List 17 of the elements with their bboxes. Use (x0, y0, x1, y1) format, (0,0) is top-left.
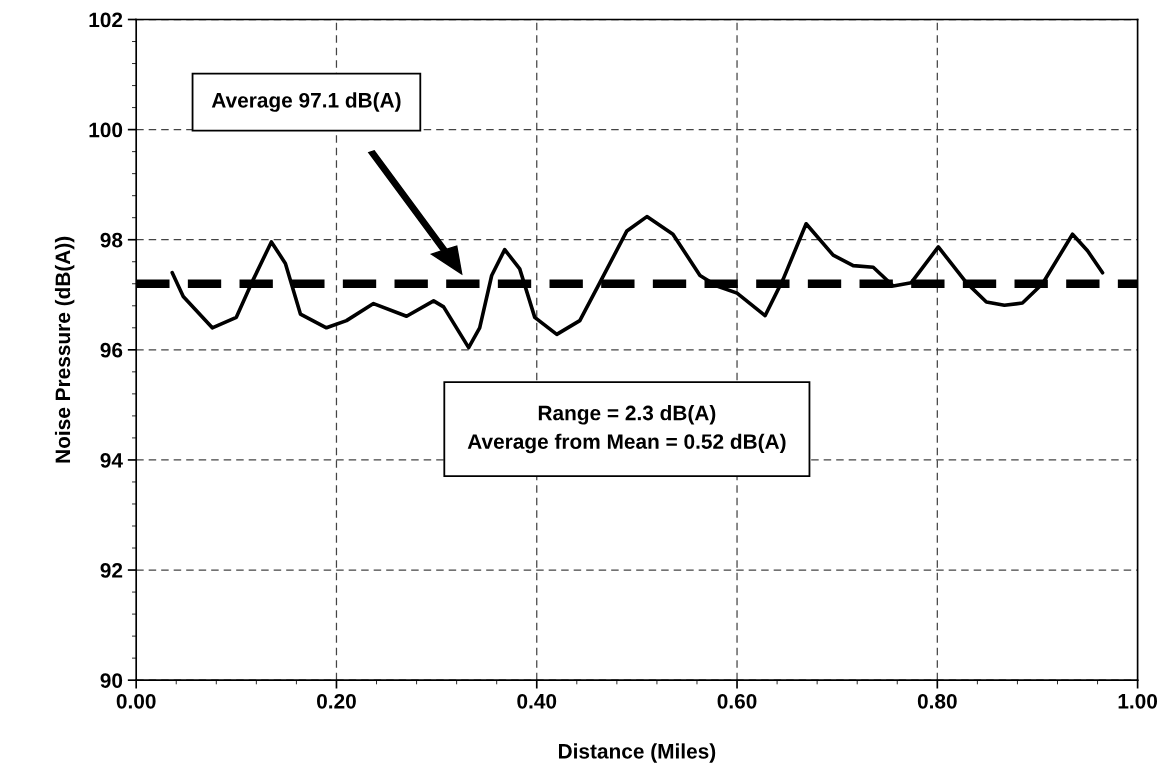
x-axis-title: Distance (Miles) (558, 743, 716, 763)
x-tick-label: 0.20 (317, 693, 356, 709)
y-tick-label: 100 (89, 122, 123, 138)
y-tick-label: 90 (100, 673, 123, 688)
y-tick-label: 102 (89, 12, 123, 28)
y-tick-label: 92 (100, 563, 123, 578)
x-tick-label: 0.80 (917, 693, 957, 709)
y-tick-label: 96 (100, 342, 123, 358)
annotation: Range = 2.3 dB(A) Average from Mean = 0.52 dB(A) (467, 405, 786, 454)
y-tick-label: 98 (100, 232, 123, 248)
y-axis-title: Noise Pressure (dB(A)) (54, 236, 75, 463)
y-tick-label: 94 (100, 452, 123, 468)
x-tick-label: 0.60 (717, 693, 757, 709)
x-tick-label: 0.40 (517, 693, 557, 709)
annotation: Average 97.1 dB(A) (211, 92, 401, 112)
x-tick-label: 1.00 (1118, 693, 1158, 709)
x-tick-label: 0.00 (116, 693, 156, 709)
